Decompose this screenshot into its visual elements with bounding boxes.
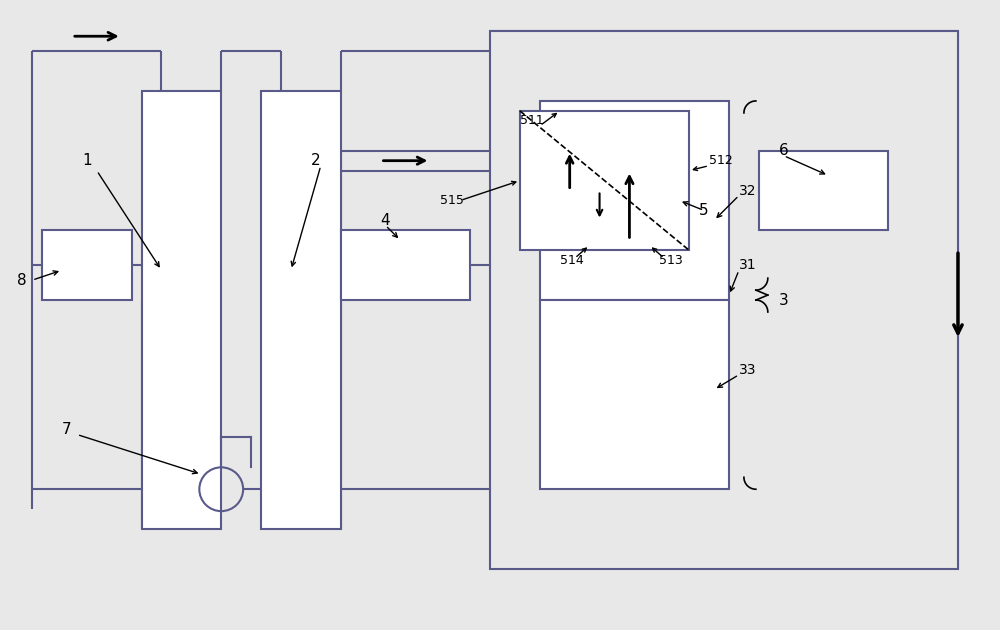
Text: 1: 1 xyxy=(82,153,91,168)
Bar xyxy=(540,300,729,490)
Bar xyxy=(142,91,221,529)
Text: 5: 5 xyxy=(699,203,709,218)
Text: 8: 8 xyxy=(17,273,27,288)
Bar xyxy=(341,231,470,300)
Bar xyxy=(42,231,132,300)
Text: 512: 512 xyxy=(709,154,733,167)
Bar xyxy=(261,91,341,529)
Text: 4: 4 xyxy=(381,213,390,228)
Text: 6: 6 xyxy=(779,143,789,158)
Text: 513: 513 xyxy=(659,254,683,266)
Text: 7: 7 xyxy=(62,422,72,437)
Bar xyxy=(520,111,689,250)
Text: 31: 31 xyxy=(739,258,757,272)
Text: 32: 32 xyxy=(739,183,756,198)
Text: 515: 515 xyxy=(440,194,464,207)
Text: 514: 514 xyxy=(560,254,583,266)
Bar xyxy=(540,101,729,300)
Text: 511: 511 xyxy=(520,115,544,127)
Text: 2: 2 xyxy=(311,153,320,168)
Text: 33: 33 xyxy=(739,363,756,377)
Text: 3: 3 xyxy=(779,292,789,307)
Bar xyxy=(759,151,888,231)
Bar xyxy=(490,32,958,569)
